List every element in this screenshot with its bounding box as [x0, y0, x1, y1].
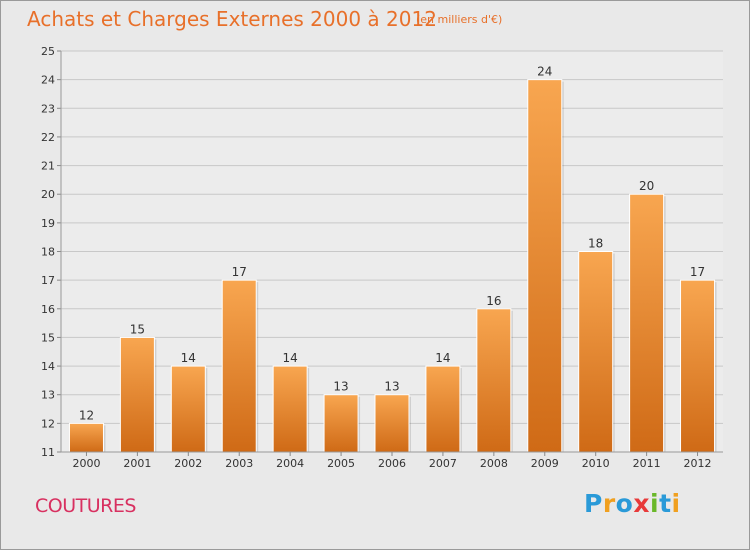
x-tick-label-2009: 2009 — [531, 457, 559, 470]
logo-letter: r — [602, 489, 616, 518]
bar-2012 — [680, 279, 716, 453]
bar-2001 — [119, 336, 155, 453]
x-tick-label-2011: 2011 — [633, 457, 661, 470]
y-tick-label: 15 — [41, 331, 55, 344]
y-tick-label: 19 — [41, 217, 55, 230]
x-tick-label-2001: 2001 — [123, 457, 151, 470]
data-label-2004: 14 — [283, 351, 298, 365]
y-axis: 11 12 13 14 15 16 17 18 19 20 21 22 23 24 25 — [41, 45, 62, 459]
x-tick-label-2010: 2010 — [582, 457, 610, 470]
y-tick-label: 25 — [41, 45, 55, 58]
y-tick-label: 14 — [41, 360, 55, 373]
logo-letter: i — [671, 489, 681, 518]
x-tick-label-2012: 2012 — [684, 457, 712, 470]
bar-2006 — [374, 394, 410, 453]
bar-2010 — [578, 251, 614, 453]
data-label-2007: 14 — [435, 351, 450, 365]
x-tick-label-2005: 2005 — [327, 457, 355, 470]
bar-2009 — [527, 79, 563, 453]
y-tick-label: 24 — [41, 74, 55, 87]
x-tick-label-2008: 2008 — [480, 457, 508, 470]
logo-letter: o — [615, 489, 634, 518]
y-tick-label: 17 — [41, 274, 55, 287]
data-label-2002: 14 — [181, 351, 196, 365]
data-label-2010: 18 — [588, 237, 603, 251]
bar-2003 — [221, 279, 257, 453]
y-tick-label: 16 — [41, 303, 55, 316]
x-axis: 2000 2001 2002 2003 2004 2005 2006 2007 2008 2009… — [61, 451, 723, 470]
x-tick-label-2007: 2007 — [429, 457, 457, 470]
data-label-2011: 20 — [639, 179, 654, 193]
bar-2011 — [629, 193, 665, 453]
commune-name: COUTURES — [35, 495, 136, 517]
x-tick-label-2004: 2004 — [276, 457, 304, 470]
x-tick-label-2006: 2006 — [378, 457, 406, 470]
data-label-2000: 12 — [79, 408, 94, 422]
data-label-2005: 13 — [333, 380, 348, 394]
bars: 12 15 14 17 14 13 13 14 16 24 18 20 17 — [68, 65, 717, 453]
y-tick-label: 12 — [41, 417, 55, 430]
x-tick-label-2002: 2002 — [174, 457, 202, 470]
bar-2002 — [170, 365, 206, 453]
chart-title: Achats et Charges Externes 2000 à 2012 — [27, 7, 437, 31]
bar-2005 — [323, 394, 359, 453]
data-label-2012: 17 — [690, 265, 705, 279]
data-label-2003: 17 — [232, 265, 247, 279]
data-label-2008: 16 — [486, 294, 501, 308]
y-tick-label: 20 — [41, 188, 55, 201]
y-tick-label: 23 — [41, 102, 55, 115]
logo-letter: P — [584, 489, 603, 518]
y-tick-label: 21 — [41, 160, 55, 173]
data-label-2001: 15 — [130, 322, 145, 336]
logo-letter: i — [650, 489, 660, 518]
bar-2004 — [272, 365, 308, 453]
bar-2000 — [68, 422, 104, 453]
y-tick-label: 11 — [41, 446, 55, 459]
bar-2007 — [425, 365, 461, 453]
chart-subtitle: (en milliers d'€) — [416, 13, 503, 26]
y-tick-label: 22 — [41, 131, 55, 144]
logo-letter: t — [659, 489, 672, 518]
y-tick-label: 13 — [41, 389, 55, 402]
bar-2008 — [476, 308, 512, 453]
data-label-2009: 24 — [537, 65, 552, 79]
x-tick-label-2000: 2000 — [72, 457, 100, 470]
logo-letter: x — [633, 489, 650, 518]
proxiti-logo[interactable]: Proxiti — [584, 489, 681, 518]
y-tick-label: 18 — [41, 246, 55, 259]
data-label-2006: 13 — [384, 380, 399, 394]
x-tick-label-2003: 2003 — [225, 457, 253, 470]
